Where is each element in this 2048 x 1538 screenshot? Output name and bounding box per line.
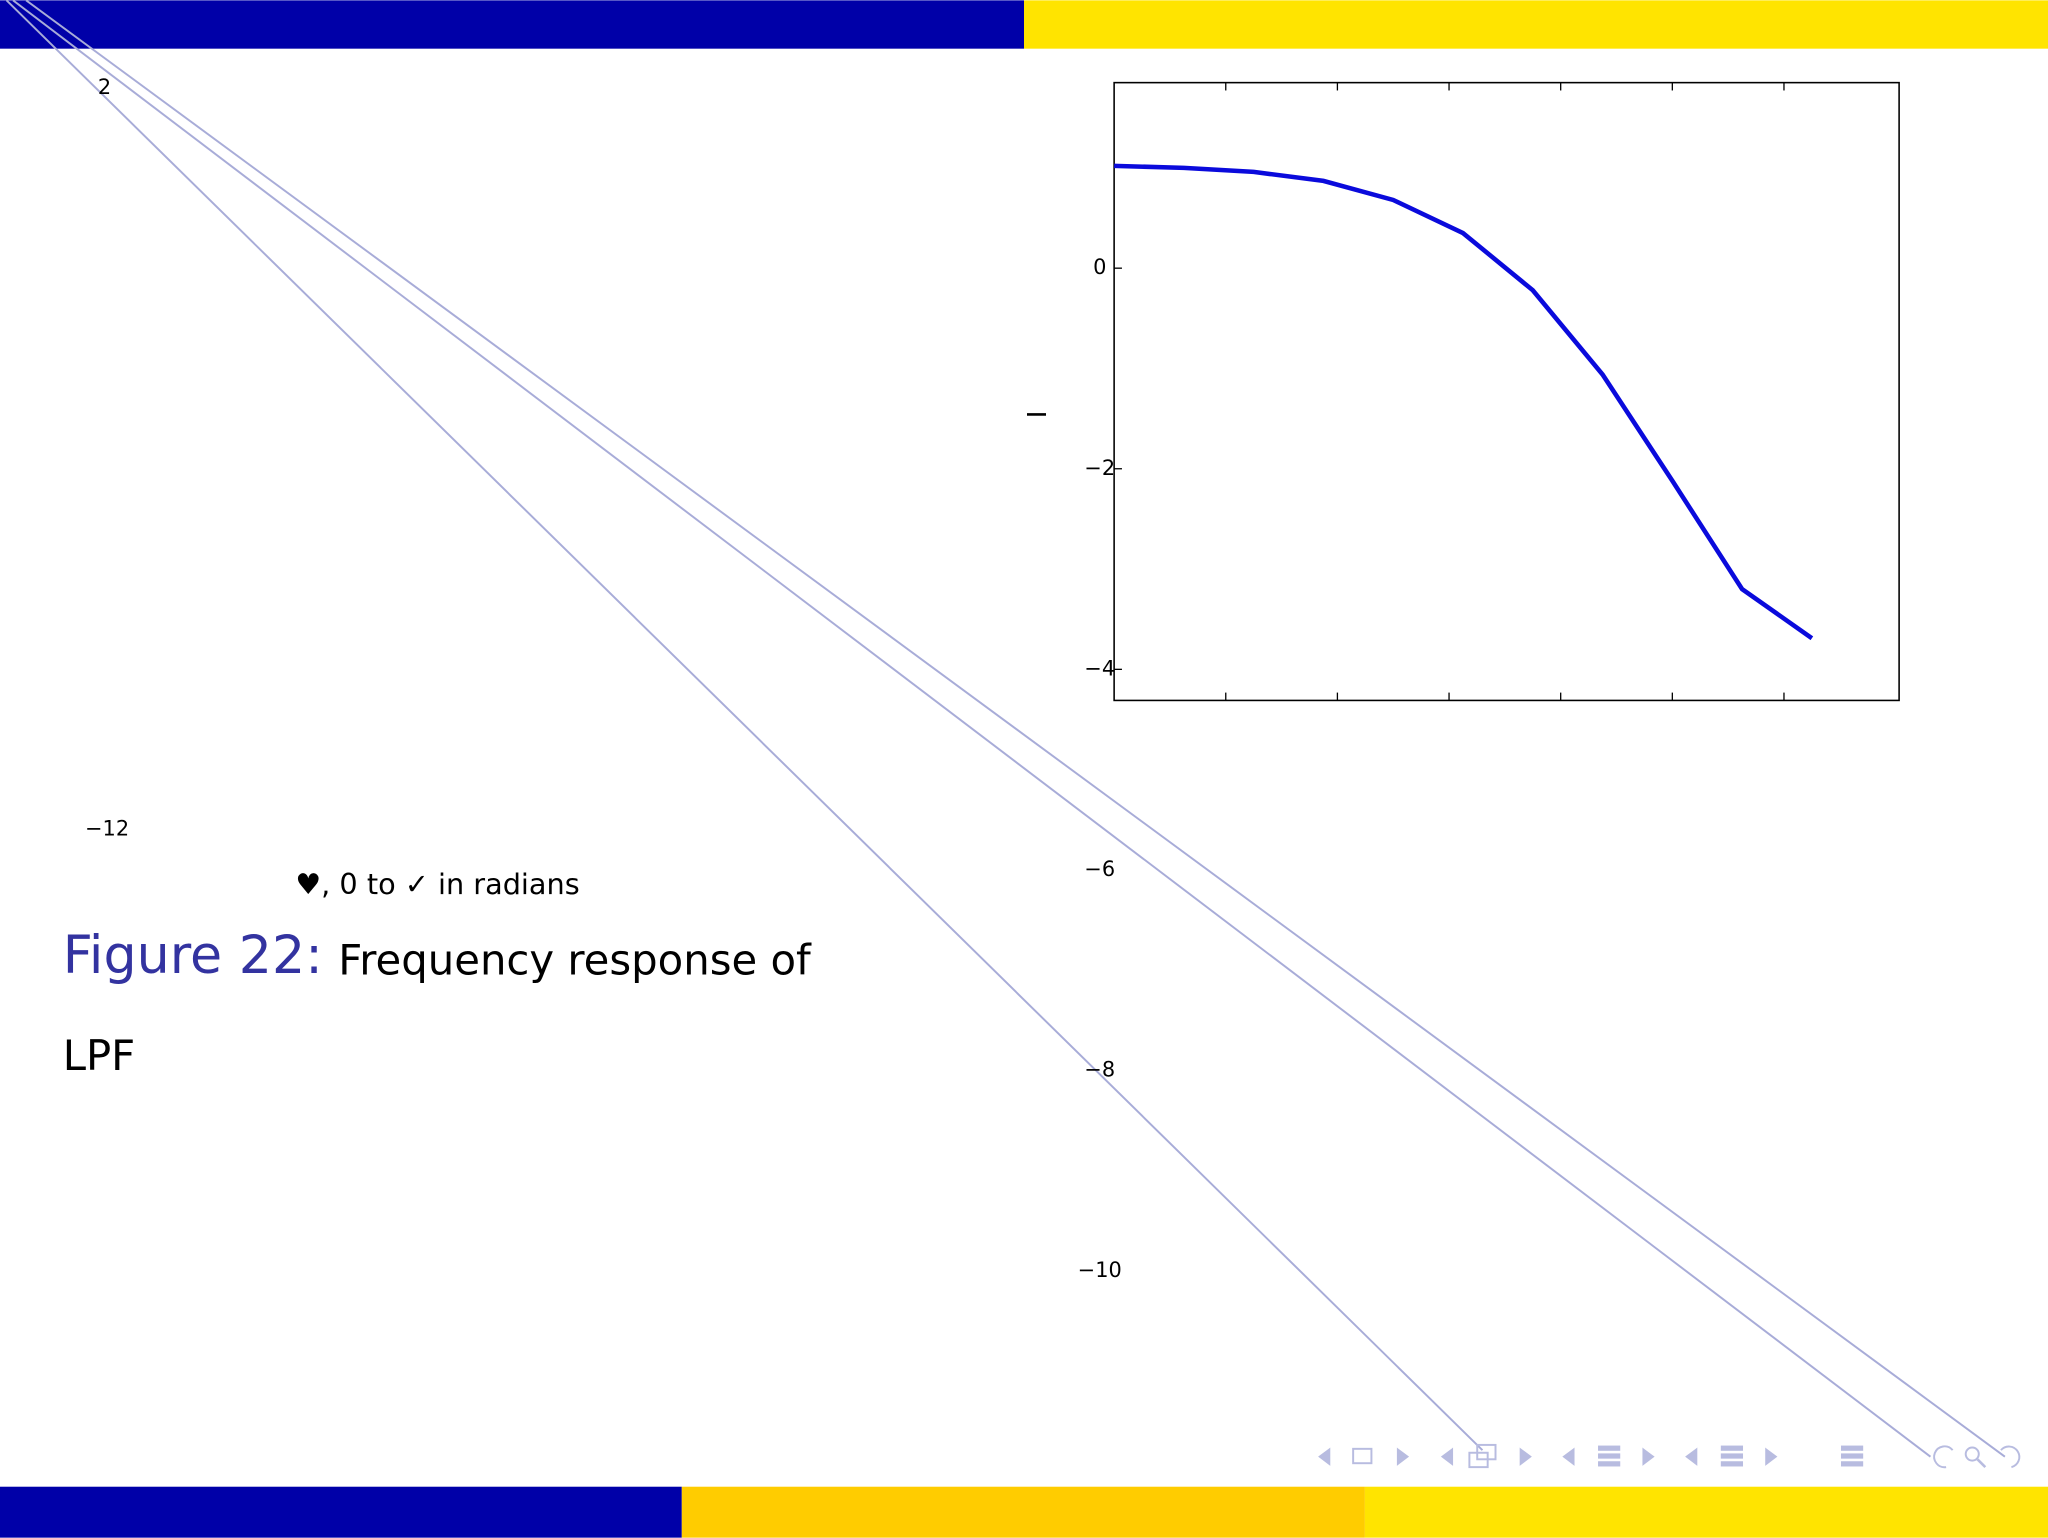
data-line [1114,163,1814,641]
y-axis-label: I [1023,411,1053,419]
caption-text: LPF [63,1031,136,1080]
y-tick-label: −2 [1084,456,1115,480]
y-tick-label: −8 [1084,1058,1115,1082]
bottom-bar-orange [681,1486,1365,1538]
y-tick-label: −4 [1084,656,1115,680]
axis-note: ♥, 0 to ✓ in radians [295,867,579,901]
axes-frame [1113,81,1900,702]
top-bar-blue [0,0,1024,49]
y-tick-label: −10 [1078,1258,1122,1282]
stray-label: 2 [98,75,111,99]
y-tick-label: 0 [1093,255,1106,279]
top-bar-yellow [1024,0,2048,49]
bottom-bar-yellow [1364,1486,2048,1538]
bottom-bar-blue [0,1486,682,1538]
y-tick-label: −6 [1084,857,1115,881]
nav-icons[interactable] [1318,1443,2021,1469]
stray-label: −12 [85,817,129,841]
caption-text: Frequency response of [338,935,812,984]
diagonal-lines [5,0,2006,1458]
caption-label: Figure 22: [63,926,323,986]
